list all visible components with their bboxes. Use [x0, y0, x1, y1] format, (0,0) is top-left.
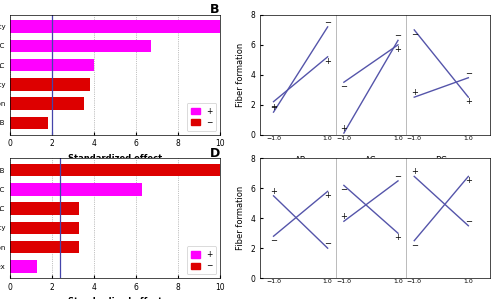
Text: +: + — [465, 176, 472, 185]
Bar — [10, 260, 38, 273]
Text: +: + — [324, 191, 331, 200]
Legend: +, −: +, − — [187, 103, 216, 131]
X-axis label: Standardized effect: Standardized effect — [68, 298, 162, 299]
Text: +: + — [411, 88, 418, 97]
Y-axis label: Fiber formation: Fiber formation — [236, 43, 244, 107]
Text: −: − — [410, 241, 418, 250]
Bar — [10, 20, 220, 33]
Bar — [10, 164, 220, 176]
Bar — [10, 40, 150, 52]
Bar — [10, 183, 142, 196]
Text: +: + — [411, 167, 418, 176]
Bar — [10, 222, 80, 234]
Text: −: − — [270, 102, 277, 111]
Text: −: − — [324, 239, 331, 248]
Legend: +, −: +, − — [187, 246, 216, 274]
X-axis label: Standardized effect: Standardized effect — [68, 154, 162, 163]
Y-axis label: Fiber formation: Fiber formation — [236, 186, 244, 250]
Text: +: + — [394, 45, 402, 54]
Text: AC: AC — [365, 156, 376, 165]
Text: B: B — [210, 3, 219, 16]
Text: −: − — [270, 236, 277, 245]
Text: −: − — [340, 82, 347, 91]
Text: AB: AB — [295, 156, 306, 165]
Bar — [10, 117, 48, 129]
Text: −: − — [465, 217, 472, 226]
Text: +: + — [324, 57, 331, 66]
Text: −: − — [394, 172, 402, 181]
Text: BC: BC — [436, 156, 447, 165]
Text: +: + — [394, 233, 402, 242]
Text: −: − — [324, 18, 331, 27]
Bar — [10, 97, 84, 110]
Text: +: + — [340, 124, 347, 133]
Text: +: + — [340, 212, 347, 221]
Text: −: − — [340, 185, 347, 194]
Text: +: + — [270, 103, 277, 112]
Text: +: + — [465, 97, 472, 106]
Text: −: − — [465, 69, 472, 78]
Text: −: − — [410, 30, 418, 39]
Bar — [10, 202, 80, 215]
Bar — [10, 59, 94, 71]
Bar — [10, 78, 90, 91]
Bar — [10, 241, 80, 253]
Text: +: + — [270, 187, 277, 196]
Text: D: D — [210, 147, 220, 159]
Text: −: − — [394, 31, 402, 40]
